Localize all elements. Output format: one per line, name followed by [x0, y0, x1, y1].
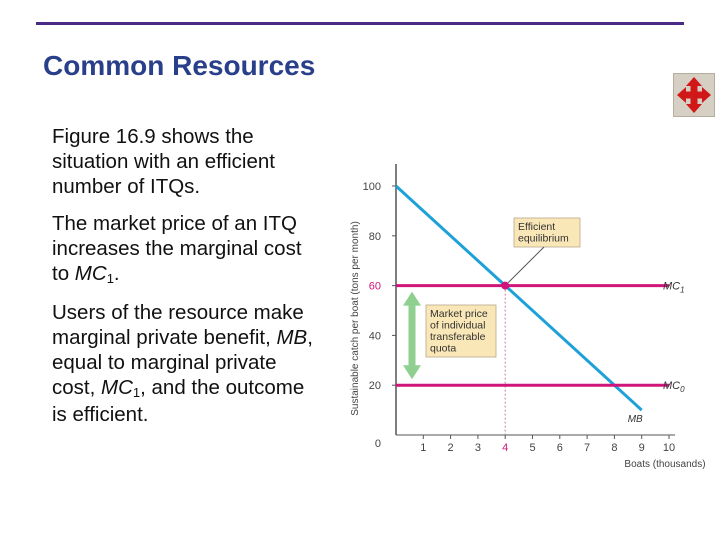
- efficient-equilibrium-pointer: [507, 246, 545, 283]
- mb-label: MB: [628, 414, 643, 425]
- quota-arrow-head-down: [403, 365, 421, 380]
- y-axis-title: Sustainable catch per boat (tons per mon…: [350, 221, 361, 416]
- x-tick-label: 7: [584, 442, 590, 454]
- x-tick-label: 9: [639, 442, 645, 454]
- x-axis-title: Boats (thousands): [624, 459, 705, 470]
- market-price-line: Market price: [430, 308, 488, 320]
- label-base: MC: [663, 281, 680, 293]
- x-tick-label: 4: [502, 442, 508, 454]
- chart: 0 20 40 60 80 100 1 2 3 4 5 6 7 8 9 10 Boats (thousands)…: [340, 150, 710, 480]
- paragraph-2: The market price of an ITQ increases the…: [52, 212, 302, 286]
- italic-term: MB: [276, 326, 308, 349]
- four-way-arrows-icon: [677, 77, 711, 113]
- label-subscript: 1: [680, 286, 684, 295]
- x-tick-label: 2: [448, 442, 454, 454]
- y-tick-label: 80: [369, 231, 381, 243]
- label-base: MC: [663, 380, 680, 392]
- market-price-line: transferable: [430, 331, 486, 343]
- efficient-equilibrium-line: Efficient: [518, 221, 555, 233]
- x-tick-label: 1: [420, 442, 426, 454]
- series-line-mb: [394, 184, 643, 412]
- equilibrium-point: [501, 281, 510, 290]
- quota-arrow-head-up: [403, 291, 421, 306]
- italic-term: MC: [101, 376, 133, 399]
- x-tick-label: 3: [475, 442, 481, 454]
- italic-term: MC: [74, 262, 107, 285]
- x-tick-label: 6: [557, 442, 563, 454]
- y-tick-label: 60: [369, 281, 381, 293]
- mc1-label: MC1: [663, 281, 685, 295]
- x-tick-label: 8: [611, 442, 617, 454]
- market-price-line: of individual: [430, 320, 485, 332]
- subscript: 1: [132, 385, 141, 400]
- market-price-box: [425, 304, 497, 358]
- body-text: Figure 16.9 shows the situation with an …: [52, 124, 324, 439]
- efficient-equilibrium-line: equilibrium: [518, 233, 569, 245]
- y-tick-label: 0: [375, 438, 381, 450]
- subscript: 1: [106, 271, 114, 286]
- x-tick-label: 10: [663, 442, 675, 454]
- y-tick-label: 20: [369, 380, 381, 392]
- y-tick-label: 40: [369, 330, 381, 342]
- slide-title: Common Resources: [43, 50, 316, 81]
- title-rule: [36, 22, 684, 25]
- y-tick-label: 100: [363, 181, 381, 193]
- paragraph-1: Figure 16.9 shows the situation with an …: [52, 125, 275, 198]
- x-tick-label: 5: [529, 442, 535, 454]
- paragraph-3: Users of the resource make marginal priv…: [52, 301, 313, 426]
- efficient-equilibrium-box: [513, 217, 581, 248]
- nav-button[interactable]: [673, 73, 715, 117]
- mc0-label: MC0: [663, 380, 685, 394]
- market-price-line: quota: [430, 343, 456, 355]
- label-subscript: 0: [680, 385, 685, 394]
